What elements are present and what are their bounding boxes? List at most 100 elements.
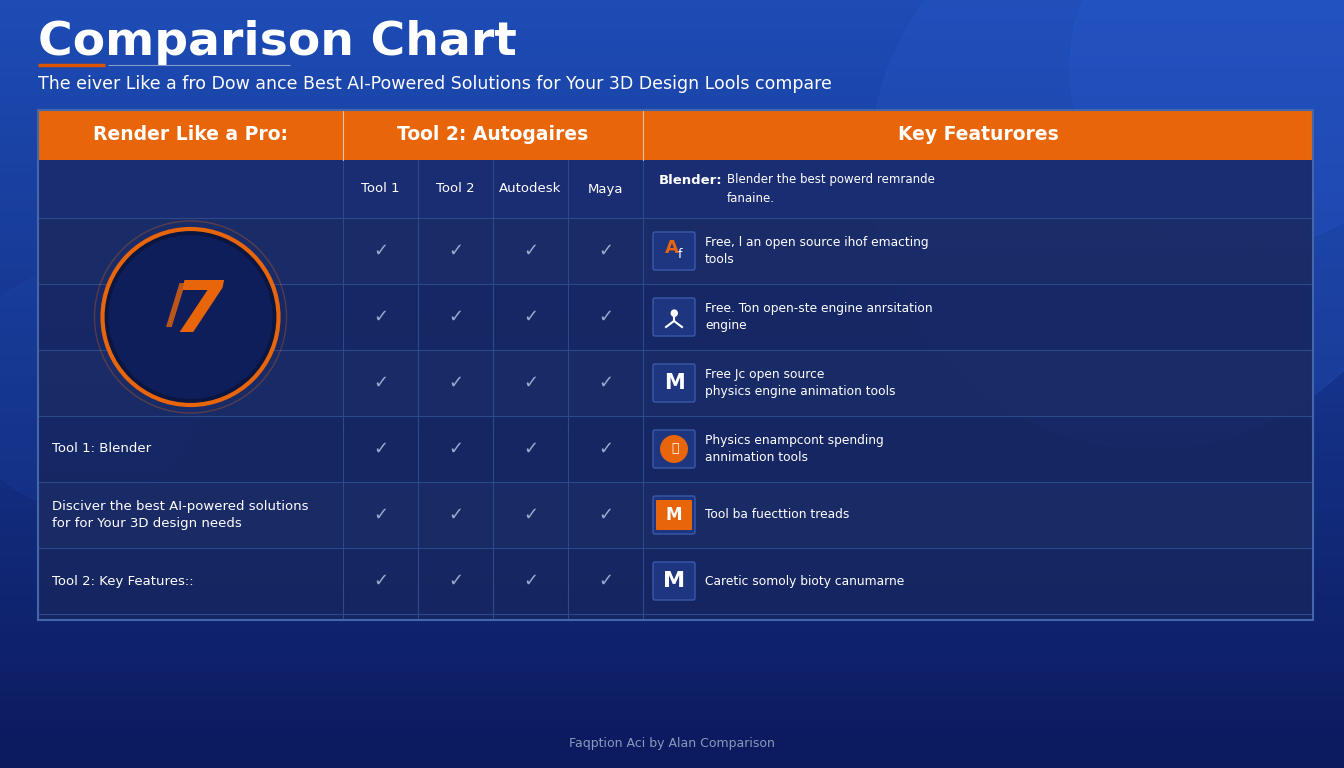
- Bar: [38, 482, 1313, 548]
- Bar: [0, 700, 1344, 710]
- Text: M: M: [664, 373, 684, 393]
- Bar: [0, 364, 1344, 375]
- Bar: [0, 181, 1344, 192]
- Text: ✓: ✓: [598, 440, 613, 458]
- Text: Tool 2: Tool 2: [437, 183, 474, 196]
- Bar: [0, 18, 1344, 29]
- Text: 7: 7: [173, 279, 223, 347]
- Bar: [0, 422, 1344, 432]
- Bar: [0, 8, 1344, 19]
- Bar: [0, 258, 1344, 269]
- Bar: [38, 350, 1313, 416]
- Text: Tool 2: Autogaires: Tool 2: Autogaires: [398, 125, 589, 144]
- Bar: [0, 719, 1344, 730]
- Bar: [0, 230, 1344, 240]
- Bar: [0, 95, 1344, 106]
- Bar: [0, 508, 1344, 518]
- Text: ✓: ✓: [598, 242, 613, 260]
- Bar: [0, 412, 1344, 422]
- Text: A: A: [665, 239, 679, 257]
- Bar: [0, 66, 1344, 77]
- FancyBboxPatch shape: [653, 364, 695, 402]
- Circle shape: [660, 435, 688, 463]
- Text: The eiver Like a fro Dow ance Best AI-Powered Solutions for Your 3D Design Lools: The eiver Like a fro Dow ance Best AI-Po…: [38, 75, 832, 93]
- Bar: [0, 518, 1344, 528]
- Text: Maya: Maya: [587, 183, 624, 196]
- Bar: [0, 326, 1344, 336]
- Bar: [38, 160, 1313, 620]
- Text: Tool ba fuecttion treads: Tool ba fuecttion treads: [706, 508, 849, 521]
- Bar: [0, 335, 1344, 346]
- Bar: [0, 537, 1344, 547]
- Text: ✓: ✓: [448, 242, 464, 260]
- Bar: [0, 191, 1344, 202]
- Bar: [0, 633, 1344, 644]
- Bar: [0, 680, 1344, 691]
- Bar: [0, 287, 1344, 298]
- Bar: [0, 546, 1344, 557]
- Bar: [0, 134, 1344, 144]
- Bar: [0, 153, 1344, 164]
- Text: ✓: ✓: [598, 506, 613, 524]
- Text: Tool 1: Blender: Tool 1: Blender: [52, 442, 151, 455]
- Text: ✓: ✓: [523, 242, 538, 260]
- Bar: [0, 431, 1344, 442]
- Text: ✓: ✓: [448, 440, 464, 458]
- Bar: [0, 306, 1344, 317]
- Text: ✓: ✓: [523, 308, 538, 326]
- Bar: [0, 565, 1344, 576]
- Text: ✓: ✓: [448, 308, 464, 326]
- Text: ⦿: ⦿: [671, 442, 679, 455]
- Bar: [0, 210, 1344, 221]
- FancyBboxPatch shape: [653, 496, 695, 534]
- Bar: [38, 218, 1313, 284]
- Text: Blender:: Blender:: [659, 174, 723, 187]
- Bar: [0, 220, 1344, 230]
- Text: Free. Ton open-ste engine anrsitation
engine: Free. Ton open-ste engine anrsitation en…: [706, 303, 933, 332]
- FancyBboxPatch shape: [653, 298, 695, 336]
- Bar: [0, 162, 1344, 173]
- Bar: [0, 604, 1344, 614]
- Bar: [0, 28, 1344, 38]
- Bar: [0, 594, 1344, 605]
- Text: Disciver the best AI-powered solutions
for for Your 3D design needs: Disciver the best AI-powered solutions f…: [52, 500, 309, 530]
- Bar: [0, 354, 1344, 365]
- Text: Render Like a Pro:: Render Like a Pro:: [93, 125, 288, 144]
- Bar: [0, 614, 1344, 624]
- Bar: [0, 268, 1344, 279]
- Text: ✓: ✓: [598, 374, 613, 392]
- Bar: [0, 738, 1344, 749]
- Bar: [0, 623, 1344, 634]
- Text: Tool 1: Tool 1: [362, 183, 399, 196]
- Bar: [0, 575, 1344, 585]
- Text: Blender the best powerd remrande: Blender the best powerd remrande: [727, 174, 935, 187]
- Bar: [0, 200, 1344, 211]
- Text: Faqption Aci by Alan Comparison: Faqption Aci by Alan Comparison: [569, 737, 775, 750]
- Circle shape: [109, 235, 273, 399]
- Text: ✓: ✓: [372, 506, 388, 524]
- Bar: [0, 460, 1344, 470]
- Bar: [0, 479, 1344, 490]
- Bar: [0, 124, 1344, 134]
- Text: ✓: ✓: [448, 572, 464, 590]
- Text: ✓: ✓: [448, 374, 464, 392]
- Bar: [0, 76, 1344, 87]
- Bar: [0, 47, 1344, 58]
- Text: ✓: ✓: [598, 308, 613, 326]
- Circle shape: [870, 0, 1344, 448]
- Bar: [0, 469, 1344, 480]
- Bar: [0, 383, 1344, 394]
- Bar: [0, 0, 1344, 10]
- Bar: [38, 160, 1313, 218]
- Bar: [0, 239, 1344, 250]
- Text: /: /: [165, 281, 185, 333]
- Text: ●: ●: [669, 308, 679, 318]
- Bar: [0, 498, 1344, 509]
- Bar: [0, 710, 1344, 720]
- FancyBboxPatch shape: [653, 562, 695, 600]
- Text: Key Featurores: Key Featurores: [898, 125, 1058, 144]
- Bar: [0, 402, 1344, 413]
- Text: ✓: ✓: [372, 440, 388, 458]
- Text: Physics enampcont spending
annimation tools: Physics enampcont spending annimation to…: [706, 434, 884, 464]
- Text: Comparison Chart: Comparison Chart: [38, 20, 517, 65]
